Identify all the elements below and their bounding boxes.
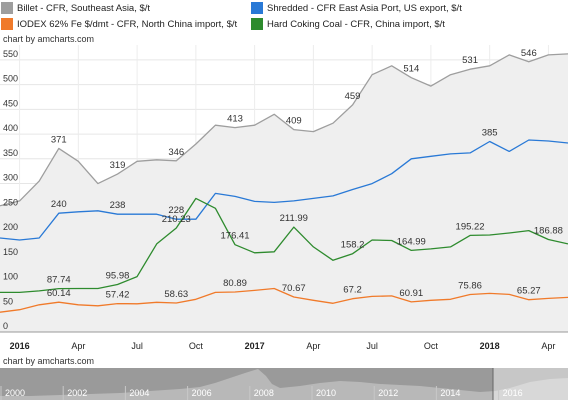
scrollbar-year-label: 2016 <box>503 388 523 398</box>
data-label: 531 <box>462 55 478 66</box>
data-label: 240 <box>51 199 67 210</box>
data-label: 238 <box>110 200 126 211</box>
legend-item-coking-coal[interactable]: Hard Coking Coal - CFR, China import, $/… <box>251 17 445 31</box>
data-label: 195.22 <box>456 221 485 232</box>
legend-swatch-coking-coal <box>251 18 263 30</box>
data-label: 60.14 <box>47 288 71 299</box>
series-line-0[interactable] <box>0 53 568 207</box>
data-label: 70.67 <box>282 283 306 294</box>
data-label: 409 <box>286 116 302 127</box>
data-label: 371 <box>51 134 67 145</box>
data-label: 164.99 <box>397 236 426 247</box>
scrollbar-year-label: 2010 <box>316 388 336 398</box>
x-tick-label: Jul <box>131 341 143 351</box>
y-tick-label: 300 <box>3 173 18 183</box>
legend-swatch-shredded <box>251 2 263 14</box>
data-label: 67.2 <box>343 285 362 296</box>
legend-item-billet[interactable]: Billet - CFR, Southeast Asia, $/t <box>1 1 150 15</box>
data-label: 176.41 <box>221 231 250 242</box>
y-axis: 0 50 100 150 200 250 300 350 400 450 500 550 <box>3 49 18 331</box>
scrollbar-selection[interactable] <box>493 368 568 400</box>
data-label: 210.23 <box>162 214 191 225</box>
scrollbar-year-label: 2012 <box>378 388 398 398</box>
legend-label-billet: Billet - CFR, Southeast Asia, $/t <box>17 2 151 14</box>
legend-swatch-billet <box>1 2 13 14</box>
series-line-2[interactable] <box>0 287 568 313</box>
area-fill-layer <box>0 53 568 333</box>
data-labels: 371 319 346 413 409 459 514 531 546 240 238 228 385 8… <box>47 48 563 301</box>
data-label: 158.2 <box>341 240 365 251</box>
data-label: 459 <box>345 91 361 102</box>
series-line-3[interactable] <box>0 197 568 294</box>
y-tick-label: 100 <box>3 272 18 282</box>
data-label: 319 <box>110 160 126 171</box>
x-tick-label: Jul <box>366 341 378 351</box>
series-lines <box>0 53 568 313</box>
y-tick-label: 350 <box>3 148 18 158</box>
y-tick-label: 500 <box>3 74 18 84</box>
legend-label-shredded: Shredded - CFR East Asia Port, US export… <box>267 2 462 14</box>
scrollbar-year-label: 2002 <box>67 388 87 398</box>
x-tick-label: Apr <box>541 341 555 351</box>
x-tick-label: Oct <box>189 341 204 351</box>
data-label: 57.42 <box>106 290 130 301</box>
x-tick-label: Apr <box>71 341 85 351</box>
x-tick-label: Oct <box>424 341 439 351</box>
data-label: 413 <box>227 114 243 125</box>
y-tick-label: 50 <box>3 296 13 306</box>
data-label: 514 <box>403 64 419 75</box>
data-label: 346 <box>168 147 184 158</box>
legend-item-shredded[interactable]: Shredded - CFR East Asia Port, US export… <box>251 1 462 15</box>
data-label: 58.63 <box>164 289 188 300</box>
x-axis: 2016 Apr Jul Oct 2017 Apr Jul Oct 2018 Apr <box>0 331 568 351</box>
series-line-1[interactable] <box>0 139 568 241</box>
x-tick-label: 2018 <box>480 341 500 351</box>
legend-label-iodex: IODEX 62% Fe $/dmt - CFR, North China im… <box>17 18 238 30</box>
data-label: 546 <box>521 48 537 59</box>
chart-credit-bottom[interactable]: chart by amcharts.com <box>3 356 95 366</box>
series-area-0 <box>0 53 568 333</box>
y-tick-label: 400 <box>3 123 18 133</box>
y-tick-label: 0 <box>3 321 8 331</box>
x-tick-label: Apr <box>306 341 320 351</box>
y-tick-label: 250 <box>3 197 18 207</box>
scrollbar-year-label: 2014 <box>440 388 460 398</box>
y-tick-label: 200 <box>3 222 18 232</box>
x-tick-label: 2017 <box>245 341 265 351</box>
legend: Billet - CFR, Southeast Asia, $/t Shredd… <box>0 0 568 32</box>
data-label: 87.74 <box>47 275 71 286</box>
data-label: 385 <box>482 127 498 138</box>
legend-label-coking-coal: Hard Coking Coal - CFR, China import, $/… <box>267 18 445 30</box>
scrollbar-year-label: 2000 <box>5 388 25 398</box>
data-label: 75.86 <box>458 280 482 291</box>
scrollbar-year-label: 2006 <box>192 388 212 398</box>
y-tick-label: 150 <box>3 247 18 257</box>
legend-swatch-iodex <box>1 18 13 30</box>
scrollbar-year-label: 2008 <box>254 388 274 398</box>
data-label: 80.89 <box>223 278 247 289</box>
y-tick-label: 550 <box>3 49 18 59</box>
chart-credit-top[interactable]: chart by amcharts.com <box>3 34 95 44</box>
data-label: 228 <box>168 205 184 216</box>
scrollbar[interactable]: 2000 2002 2004 2006 2008 2010 2012 2014 2016 <box>0 368 568 400</box>
data-label: 186.88 <box>534 226 563 237</box>
scrollbar-silhouette <box>0 369 568 400</box>
data-label: 211.99 <box>280 213 308 224</box>
y-tick-label: 450 <box>3 98 18 108</box>
data-label: 65.27 <box>517 286 541 297</box>
data-label: 60.91 <box>399 288 423 299</box>
data-label: 95.98 <box>106 271 130 282</box>
x-tick-label: 2016 <box>10 341 30 351</box>
legend-item-iodex[interactable]: IODEX 62% Fe $/dmt - CFR, North China im… <box>1 17 237 31</box>
scrollbar-year-label: 2004 <box>129 388 149 398</box>
